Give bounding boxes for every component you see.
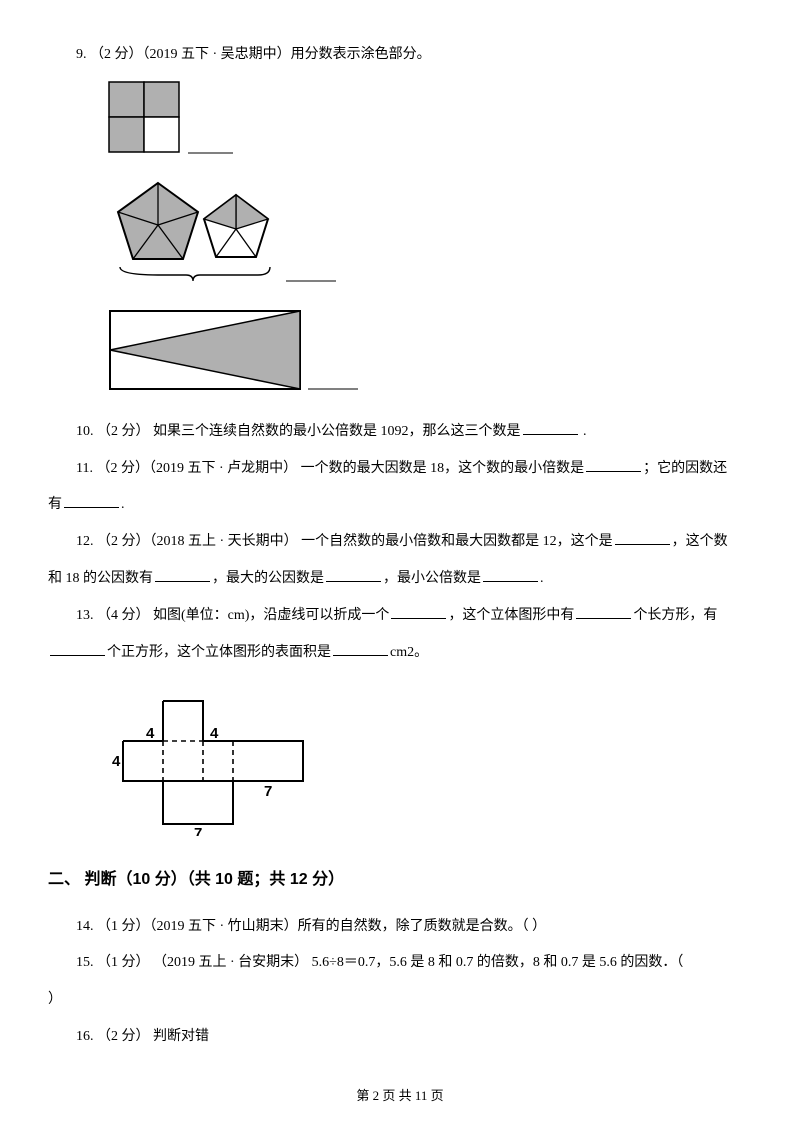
- blank: [576, 604, 631, 619]
- question-13-text: 13. （4 分） 如图(单位：cm)，沿虚线可以折成一个: [76, 608, 389, 623]
- question-15-text: 15. （1 分） （2019 五上 · 台安期末） 5.6÷8＝0.7，5.6…: [76, 955, 683, 970]
- question-11-tail: .: [121, 497, 125, 512]
- section-2-text: 二、 判断（10 分）（共 10 题；共 12 分）: [48, 871, 344, 888]
- question-11-l2a: 有: [48, 497, 62, 512]
- question-12-l2a: 和 18 的公因数有: [48, 571, 153, 586]
- question-14: 14. （1 分）（2019 五下 · 竹山期末）所有的自然数，除了质数就是合数…: [48, 912, 752, 943]
- question-15-l2: ）: [48, 992, 62, 1007]
- question-13-l2a: 个正方形，这个立体图形的表面积是: [107, 645, 331, 660]
- question-12-tail: .: [540, 571, 544, 586]
- page-footer: 第 2 页 共 11 页: [0, 1085, 800, 1104]
- label-7: 7: [194, 825, 202, 836]
- blank: [64, 493, 119, 508]
- square-grid-svg: [108, 81, 238, 161]
- question-12-l2c: ，最小公倍数是: [383, 571, 481, 586]
- question-12-l2b: ，最大的公因数是: [212, 571, 324, 586]
- question-10: 10. （2 分） 如果三个连续自然数的最小公倍数是 1092，那么这三个数是 …: [48, 417, 752, 448]
- blank: [586, 457, 641, 472]
- figure-square-grid: [108, 81, 752, 161]
- rect-triangle-svg: [108, 309, 368, 399]
- footer-post: 页: [427, 1088, 443, 1103]
- question-13-segc: 个长方形，有: [633, 608, 717, 623]
- question-14-text: 14. （1 分）（2019 五下 · 竹山期末）所有的自然数，除了质数就是合数…: [76, 919, 546, 934]
- figure-rect-triangle: [108, 309, 752, 399]
- pentagons-svg: [108, 175, 368, 295]
- footer-mid: 页 共: [379, 1088, 415, 1103]
- question-11-text: 11. （2 分）（2019 五下 · 卢龙期中） 一个数的最大因数是 18，这…: [76, 461, 584, 476]
- footer-pre: 第: [356, 1088, 372, 1103]
- footer-total: 11: [415, 1088, 428, 1103]
- question-11: 11. （2 分）（2019 五下 · 卢龙期中） 一个数的最大因数是 18，这…: [48, 454, 752, 485]
- blank: [326, 567, 381, 582]
- question-12-line2: 和 18 的公因数有 ，最大的公因数是 ，最小公倍数是.: [48, 564, 752, 595]
- figure-pentagons: [108, 175, 752, 295]
- question-15-line2: ）: [48, 985, 752, 1016]
- blank: [391, 604, 446, 619]
- question-13-segb: ，这个立体图形中有: [448, 608, 574, 623]
- blank: [50, 641, 105, 656]
- figure-net: 4 4 4 7 7: [108, 696, 752, 836]
- label-4: 4: [146, 725, 155, 742]
- label-7: 7: [264, 783, 272, 800]
- question-9: 9. （2 分）（2019 五下 · 吴忠期中）用分数表示涂色部分。: [48, 40, 752, 71]
- blank: [483, 567, 538, 582]
- blank: [155, 567, 210, 582]
- question-11-line2: 有.: [48, 490, 752, 521]
- blank: [333, 641, 388, 656]
- question-10-tail: .: [580, 424, 587, 439]
- question-13-unit: cm2。: [390, 645, 428, 660]
- question-13: 13. （4 分） 如图(单位：cm)，沿虚线可以折成一个 ，这个立体图形中有 个长…: [48, 601, 752, 632]
- blank: [523, 420, 578, 435]
- question-12-mid1: ，这个数: [672, 534, 728, 549]
- question-9-text: 9. （2 分）（2019 五下 · 吴忠期中）用分数表示涂色部分。: [76, 47, 431, 62]
- net-svg: 4 4 4 7 7: [108, 696, 328, 836]
- question-11-mid: ；它的因数还: [643, 461, 727, 476]
- question-10-text: 10. （2 分） 如果三个连续自然数的最小公倍数是 1092，那么这三个数是: [76, 424, 521, 439]
- label-4: 4: [112, 753, 121, 770]
- label-4: 4: [210, 725, 219, 742]
- question-16-text: 16. （2 分） 判断对错: [76, 1029, 209, 1044]
- question-12-text: 12. （2 分）（2018 五上 · 天长期中） 一个自然数的最小倍数和最大因…: [76, 534, 613, 549]
- question-13-line2: 个正方形，这个立体图形的表面积是 cm2。: [48, 638, 752, 669]
- question-12: 12. （2 分）（2018 五上 · 天长期中） 一个自然数的最小倍数和最大因…: [48, 527, 752, 558]
- section-2-heading: 二、 判断（10 分）（共 10 题；共 12 分）: [48, 862, 752, 897]
- blank: [615, 530, 670, 545]
- question-15: 15. （1 分） （2019 五上 · 台安期末） 5.6÷8＝0.7，5.6…: [48, 948, 752, 979]
- question-16: 16. （2 分） 判断对错: [48, 1022, 752, 1053]
